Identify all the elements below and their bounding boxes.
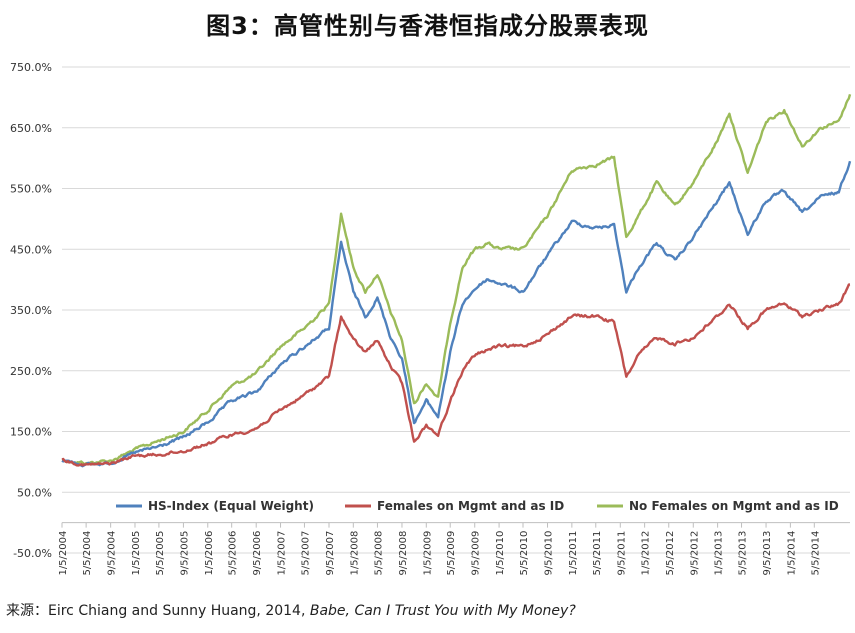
x-tick-label: 5/5/2014 [810, 531, 821, 576]
y-tick-label: 550.0% [10, 183, 52, 196]
x-tick-label: 1/5/2011 [568, 531, 579, 576]
x-tick-label: 5/5/2004 [82, 531, 93, 576]
x-tick-label: 1/5/2012 [641, 531, 652, 576]
legend-label: No Females on Mgmt and as ID [629, 499, 839, 513]
y-axis-ticks: -50.0% 50.0% 150.0% 250.0% 350.0% 450.0% 550.0… [10, 61, 52, 560]
x-tick-label: 1/5/2009 [422, 531, 433, 576]
x-tick-label: 9/5/2007 [325, 531, 336, 576]
x-tick-label: 5/5/2006 [228, 531, 239, 576]
x-tick-label: 1/5/2013 [714, 531, 725, 576]
x-tick-label: 5/5/2011 [592, 531, 603, 576]
x-tick-label: 9/5/2012 [689, 531, 700, 576]
x-tick-label: 1/5/2007 [277, 531, 288, 576]
y-tick-label: 150.0% [10, 426, 52, 439]
series-line-1 [61, 160, 852, 468]
y-tick-label: 450.0% [10, 243, 52, 256]
series-lines [61, 93, 852, 468]
y-tick-label: 750.0% [10, 61, 52, 74]
line-chart: -50.0% 50.0% 150.0% 250.0% 350.0% 450.0% 550.0… [10, 61, 852, 576]
x-tick-label: 9/5/2011 [616, 531, 627, 576]
x-tick-label: 1/5/2010 [495, 531, 506, 576]
x-tick-label: 9/5/2013 [762, 531, 773, 576]
x-tick-label: 5/5/2007 [300, 531, 311, 576]
x-tick-label: 5/5/2008 [373, 531, 384, 576]
x-tick-label: 5/5/2013 [738, 531, 749, 576]
series-line-2 [61, 283, 851, 467]
x-tick-label: 9/5/2008 [398, 531, 409, 576]
x-tick-label: 1/5/2005 [131, 531, 142, 576]
y-tick-label: 350.0% [10, 304, 52, 317]
y-tick-label: -50.0% [13, 547, 52, 560]
chart-title: 图3：高管性别与香港恒指成分股票表现 [206, 12, 649, 40]
x-tick-label: 1/5/2006 [204, 531, 215, 576]
x-tick-label: 5/5/2012 [665, 531, 676, 576]
series-line-3 [61, 93, 852, 466]
x-tick-label: 1/5/2008 [349, 531, 360, 576]
source-note: 来源：Eirc Chiang and Sunny Huang, 2014, Ba… [6, 600, 576, 620]
x-tick-label: 1/5/2004 [58, 531, 69, 576]
gridlines [62, 66, 850, 554]
source-prefix: 来源：Eirc Chiang and Sunny Huang, 2014, [6, 603, 310, 619]
x-tick-label: 9/5/2004 [107, 531, 118, 576]
x-tick-label: 9/5/2009 [471, 531, 482, 576]
x-tick-label: 5/5/2005 [155, 531, 166, 576]
y-tick-label: 250.0% [10, 365, 52, 378]
legend-label: HS-Index (Equal Weight) [148, 499, 314, 513]
legend: HS-Index (Equal Weight) Females on Mgmt a… [116, 499, 839, 513]
legend-label: Females on Mgmt and as ID [377, 499, 564, 513]
x-tick-label: 5/5/2009 [446, 531, 457, 576]
source-work-title: Babe, Can I Trust You with My Money? [309, 603, 576, 619]
x-tick-label: 5/5/2010 [519, 531, 530, 576]
x-tick-label: 9/5/2005 [179, 531, 190, 576]
x-tick-label: 9/5/2006 [252, 531, 263, 576]
x-tick-label: 1/5/2014 [786, 531, 797, 576]
y-tick-label: 50.0% [17, 486, 52, 499]
y-tick-label: 650.0% [10, 122, 52, 135]
x-tick-label: 9/5/2010 [544, 531, 555, 576]
x-axis: 1/5/2004 5/5/2004 9/5/2004 1/5/2005 5/5/2005… [58, 522, 850, 576]
